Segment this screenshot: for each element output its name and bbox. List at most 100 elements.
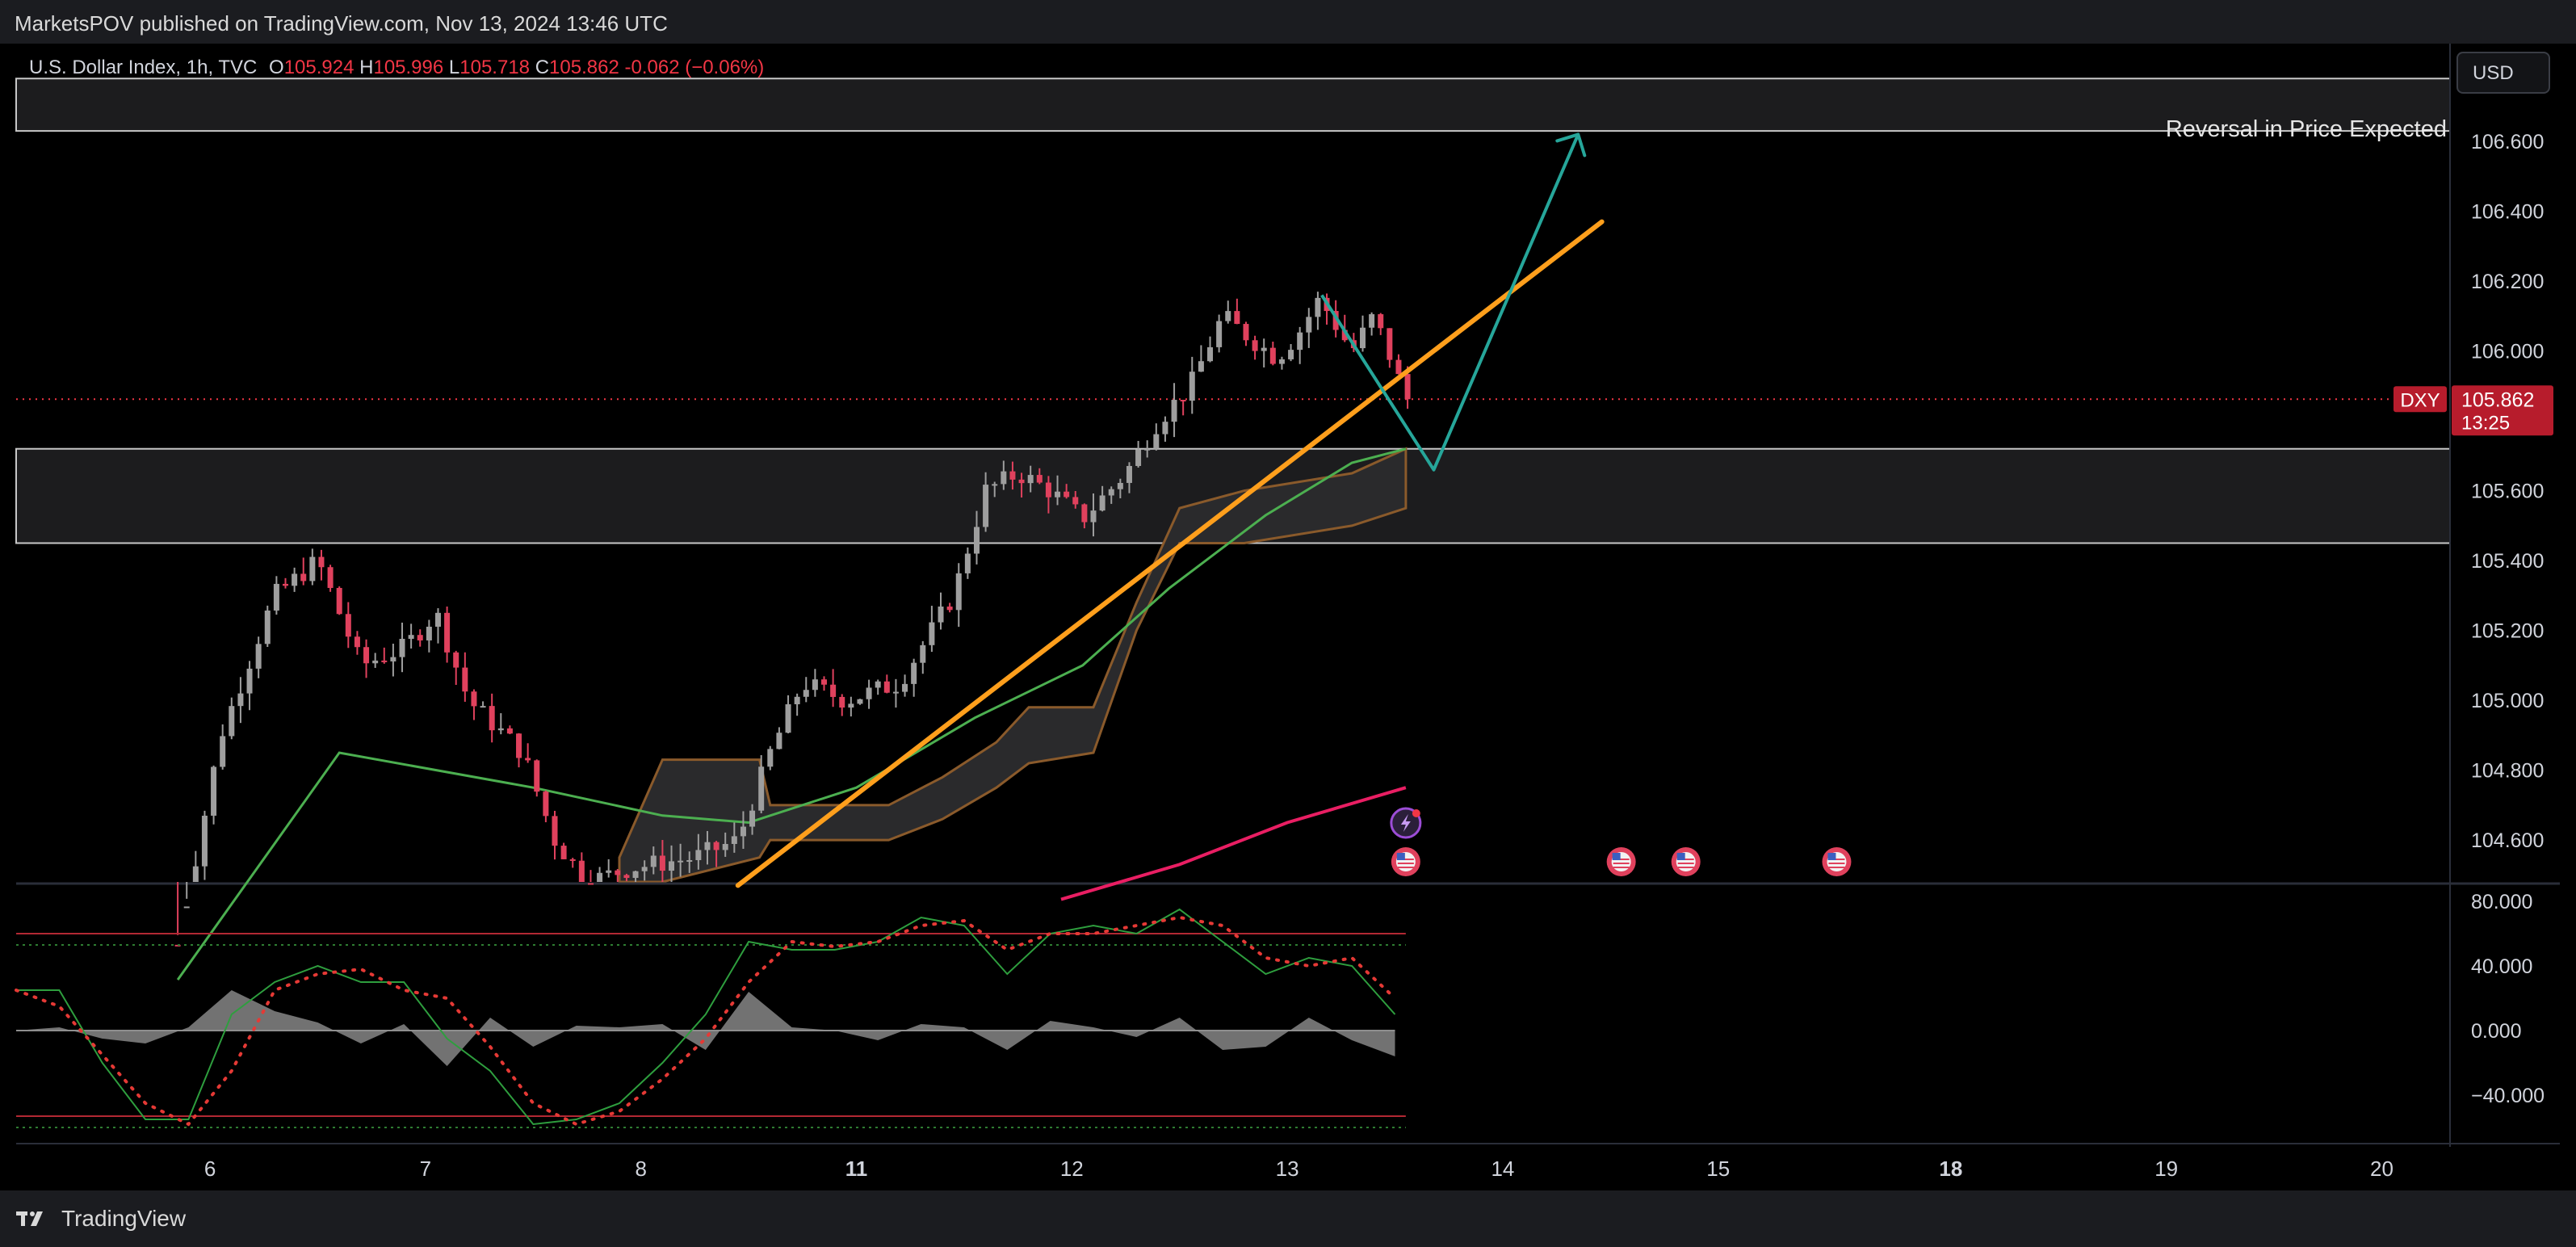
candle [264, 605, 271, 648]
candle [1153, 423, 1160, 451]
osc-signal-line [15, 915, 1397, 1127]
time-tick-label: 14 [1491, 1157, 1514, 1181]
candle-body [1171, 400, 1177, 422]
candle-body [830, 684, 837, 697]
candle [534, 759, 540, 797]
candle-body [964, 553, 971, 573]
candle-body [229, 706, 235, 737]
flag-canton [1612, 853, 1621, 860]
price-tick-label: 106.400 [2471, 201, 2544, 224]
candle-body [1360, 327, 1366, 349]
candle-body [560, 846, 567, 859]
candle-body [471, 691, 477, 707]
currency-button[interactable]: USD [2456, 52, 2550, 94]
candle [399, 622, 405, 673]
symbol-legend: U.S. Dollar Index, 1h, TVC O105.924 H105… [29, 57, 764, 79]
candle [803, 677, 809, 703]
legend-close-value: 105.862 [549, 57, 619, 78]
candle [964, 547, 971, 579]
candle-body [255, 644, 262, 669]
candle-body [1234, 311, 1240, 325]
candle [497, 713, 504, 735]
candle-body [920, 644, 926, 663]
last-price-box[interactable] [2452, 385, 2553, 436]
candle [327, 565, 334, 592]
reversal-annotation[interactable]: Reversal in Price Expected [2166, 116, 2447, 142]
candle-body [785, 703, 791, 733]
candle [678, 843, 684, 877]
candle-body [480, 706, 486, 708]
candle [695, 833, 702, 870]
ema-slow-line [1060, 786, 1407, 901]
candle-body [1090, 510, 1097, 523]
price-tick-label: 105.200 [2471, 620, 2544, 643]
candle [444, 607, 451, 663]
candle [480, 701, 486, 708]
candle-body [929, 622, 935, 645]
candle-body [1018, 479, 1025, 484]
candle-body [659, 855, 665, 871]
time-tick-label: 6 [204, 1157, 216, 1181]
candle-body [246, 668, 253, 694]
candle-body [983, 485, 989, 527]
candle-body [264, 610, 271, 644]
event-marker-flag[interactable] [1391, 847, 1420, 876]
event-marker-flag[interactable] [1606, 847, 1636, 876]
legend-change: -0.062 (−0.06%) [624, 57, 765, 78]
candle [892, 678, 899, 708]
candle-body [1261, 347, 1267, 351]
candle-body [434, 612, 441, 627]
candle [812, 669, 818, 697]
candle-body [857, 699, 863, 704]
candle [1252, 335, 1258, 360]
candle [1216, 314, 1223, 353]
candle [1360, 315, 1366, 352]
candle [336, 586, 342, 615]
tradingview-brand[interactable]: TradingView [16, 1206, 186, 1232]
candle [292, 567, 298, 592]
candle-body [803, 690, 809, 697]
publish-bar: MarketsPOV published on TradingView.com,… [0, 0, 2576, 44]
candle [506, 725, 513, 735]
candle-body [183, 906, 190, 909]
candle-body [309, 556, 316, 582]
projection-path[interactable] [1320, 133, 1580, 472]
candle [1180, 399, 1186, 416]
candle [309, 548, 316, 586]
last-price-label: 105.862 [2461, 388, 2534, 411]
trendline[interactable] [735, 219, 1605, 888]
candle [1225, 300, 1231, 324]
candle [211, 765, 217, 825]
candle-body [623, 875, 630, 878]
candle-body [453, 652, 459, 668]
candle [408, 624, 414, 649]
candle [229, 697, 235, 740]
earnings-marker[interactable] [1390, 807, 1422, 839]
candle-body [740, 826, 746, 837]
candle [722, 832, 728, 857]
legend-low-value: 105.718 [459, 57, 531, 78]
candle-body [300, 573, 307, 582]
resistance-zone[interactable] [15, 78, 2451, 132]
candle [1036, 468, 1043, 485]
candle [453, 650, 459, 686]
price-tick-label: 105.000 [2471, 690, 2544, 712]
candle [426, 619, 432, 653]
candle-body [381, 660, 388, 662]
candle-body [1243, 324, 1249, 341]
candle-body [354, 636, 360, 648]
candle-body [686, 859, 693, 862]
event-marker-flag[interactable] [1671, 847, 1701, 876]
candle-body [902, 683, 908, 692]
candle-body [345, 614, 351, 637]
event-marker-flag[interactable] [1822, 847, 1852, 876]
osc-fast-line [16, 908, 1396, 1126]
candle-body [938, 607, 944, 623]
candle-body [911, 662, 917, 684]
candle [911, 658, 917, 697]
time-tick-label: 11 [845, 1157, 868, 1181]
candle [1072, 491, 1079, 509]
legend-high-value: 105.996 [373, 57, 444, 78]
candle [560, 842, 567, 859]
